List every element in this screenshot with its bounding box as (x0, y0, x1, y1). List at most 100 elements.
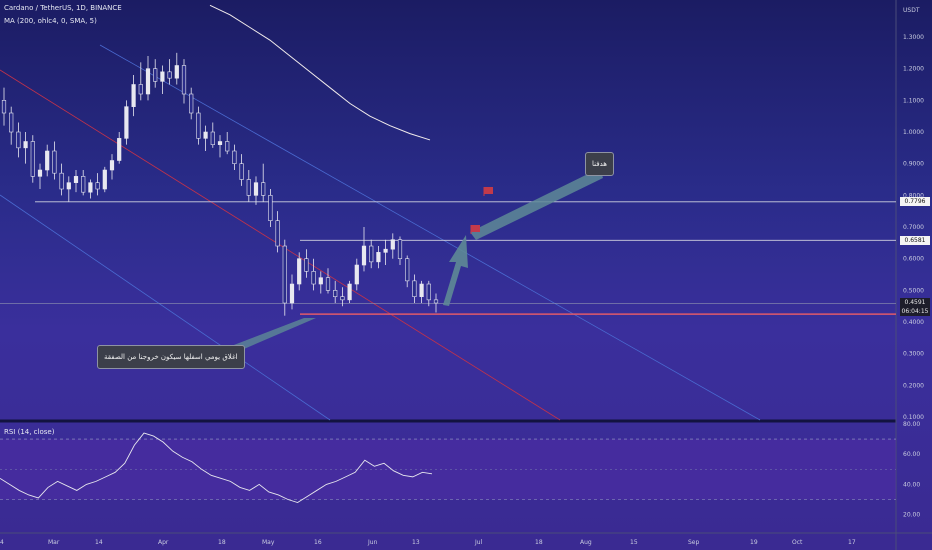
time-tick-label: 14 (95, 539, 103, 546)
candle-body (66, 182, 71, 190)
symbol-title: Cardano / TetherUS, 1D, BINANCE (4, 4, 122, 12)
candle-body (405, 258, 410, 282)
price-tick-label: 0.4000 (903, 319, 924, 326)
current-price-tag: 0.4591 06:04:15 (900, 298, 930, 316)
time-tick-label: Apr (158, 539, 169, 546)
price-tag-0.6581: 0.6581 (900, 236, 930, 245)
time-tick-label: May (262, 539, 275, 546)
up-arrow (443, 235, 468, 306)
candle-body (153, 68, 158, 82)
candle-body (16, 131, 21, 149)
time-tick-label: 18 (218, 539, 226, 546)
candle-body (174, 65, 179, 79)
price-tick-label: 0.9000 (903, 161, 924, 168)
stop-pointer (226, 318, 316, 355)
ma-indicator-label[interactable]: MA (200, ohlc4, 0, SMA, 5) (4, 17, 97, 25)
price-tick-label: 1.0000 (903, 129, 924, 136)
current-price-value: 0.4591 (904, 299, 926, 306)
candle-body (181, 65, 187, 95)
candle-body (225, 141, 230, 152)
target-arrow (470, 168, 603, 240)
candle-body (160, 71, 165, 82)
candle-body (347, 283, 352, 301)
candle-body (383, 248, 388, 253)
time-tick-label: Sep (688, 539, 700, 546)
time-tick-label: 18 (535, 539, 543, 546)
time-tick-label: 19 (750, 539, 758, 546)
candle-body (361, 245, 367, 266)
candle-body (318, 277, 323, 285)
candle-body (253, 182, 259, 196)
time-tick-label: Jul (474, 539, 483, 546)
rsi-tick-label: 20.00 (903, 512, 920, 519)
candle-body (354, 264, 359, 285)
time-tick-label: 13 (412, 539, 420, 546)
rsi-line (0, 432, 433, 504)
candle-body (45, 150, 50, 171)
price-tick-label: 0.8000 (903, 192, 924, 199)
candle-body (203, 131, 208, 139)
candle-body (282, 245, 287, 304)
time-tick-label: 17 (848, 539, 856, 546)
candle-body (340, 296, 345, 301)
candle-body (23, 141, 28, 149)
candle-body (95, 182, 100, 190)
rsi-tick-label: 40.00 (903, 481, 920, 488)
channel-line-blue-upper (99, 44, 761, 421)
ma200-path (209, 4, 431, 141)
candle-body (304, 258, 309, 272)
flag-upper (484, 187, 493, 194)
candle-body (297, 258, 302, 285)
rsi-pane (0, 432, 896, 504)
candle-body (325, 277, 331, 291)
candle-body (239, 163, 244, 180)
time-tick-label: 4 (0, 539, 4, 546)
time-tick-label: Aug (580, 539, 592, 546)
candle-body (397, 239, 403, 259)
time-tick-label: 15 (630, 539, 638, 546)
candle-body (376, 252, 381, 263)
candle-body (217, 141, 223, 145)
candle-body (261, 182, 266, 196)
candle-body (210, 131, 215, 145)
price-tick-label: 0.5000 (903, 287, 924, 294)
candle-body (433, 299, 439, 304)
candle-body (369, 245, 374, 263)
candle-body (268, 195, 273, 221)
candle-body (275, 220, 280, 247)
stop-callout[interactable]: اغلاق يومي اسفلها سيكون خروجنا من الصفقة (97, 345, 245, 369)
candle-body (37, 169, 43, 177)
candle-body (124, 106, 129, 139)
price-tick-label: 1.2000 (903, 66, 924, 73)
rsi-tick-label: 80.00 (903, 421, 920, 428)
candle-body (167, 71, 172, 79)
candle-body (196, 112, 201, 139)
time-tick-label: Jun (367, 539, 378, 546)
candle-body (232, 150, 237, 164)
countdown-timer: 06:04:15 (901, 308, 929, 315)
rsi-indicator-label[interactable]: RSI (14, close) (4, 428, 55, 436)
price-tick-label: 1.1000 (903, 97, 924, 104)
candle-body (189, 93, 194, 114)
candle-body (9, 112, 14, 133)
price-tick-label: 1.3000 (903, 34, 924, 41)
candle-body (117, 138, 122, 161)
price-tick-label: 0.2000 (903, 382, 924, 389)
price-tick-label: 0.7000 (903, 224, 924, 231)
rsi-tick-label: 60.00 (903, 451, 920, 458)
candle-body (81, 176, 86, 193)
time-tick-label: Mar (48, 539, 60, 546)
candle-body (412, 280, 417, 297)
moving-average-line (209, 4, 431, 141)
candle-body (131, 84, 136, 107)
flag-lower (471, 225, 480, 232)
candle-body (289, 283, 295, 304)
target-callout[interactable]: هدفنا (585, 152, 614, 176)
candle-body (138, 84, 143, 95)
candle-body (59, 172, 64, 190)
candle-body (390, 239, 395, 250)
candle-body (426, 283, 431, 301)
candle-body (419, 283, 424, 297)
